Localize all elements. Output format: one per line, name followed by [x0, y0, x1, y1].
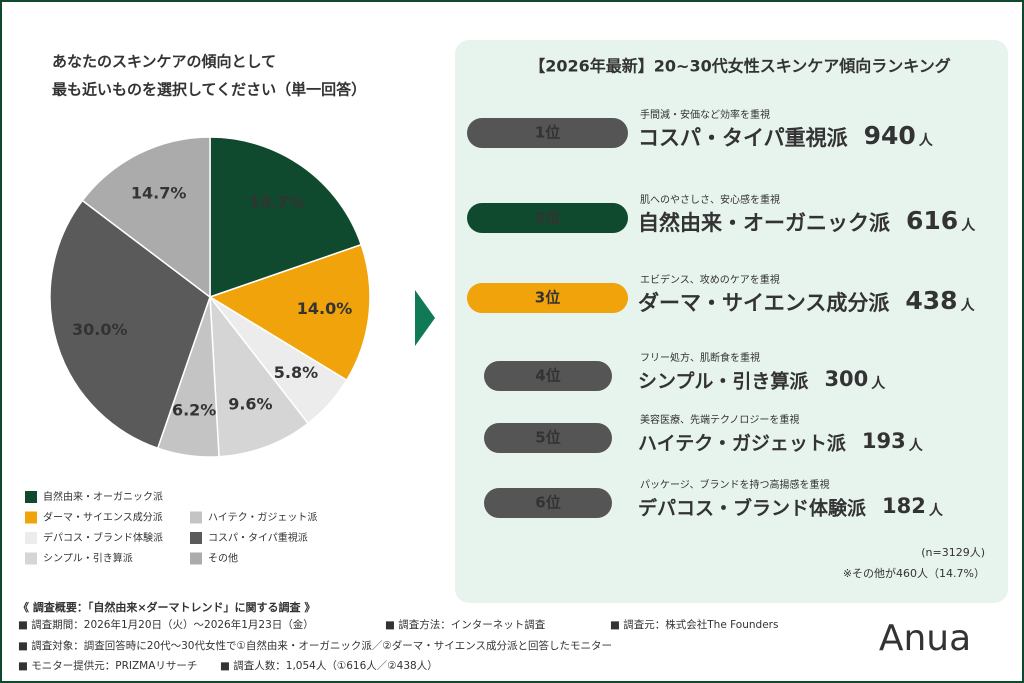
slice-label: 30.0% [72, 320, 128, 339]
legend-swatch [25, 552, 37, 565]
chart-title: あなたのスキンケアの傾向として [52, 53, 276, 71]
rank-unit: 人 [871, 375, 886, 392]
ranking-title: 【2026年最新】20~30代女性スキンケア傾向ランキング [529, 57, 951, 76]
legend-swatch [190, 552, 202, 565]
rank-label: 5位 [535, 429, 560, 447]
footer-line: ■ 調査期間：2026年1月20日（火）～2026年1月23日（金） [18, 618, 314, 631]
legend-label: シンプル・引き算派 [43, 552, 133, 565]
rank-label: 4位 [535, 367, 560, 385]
rank-count: 940 [864, 121, 916, 150]
slice-label: 6.2% [172, 401, 216, 420]
pie-slice [209, 294, 310, 458]
legend-swatch [25, 511, 37, 524]
rank-name: シンプル・引き算派 [638, 370, 809, 393]
rank-count: 182 [882, 494, 926, 518]
legend-label: その他 [208, 552, 238, 565]
legend-swatch [190, 511, 202, 524]
legend-swatch [25, 491, 37, 503]
rank-count: 616 [906, 206, 958, 235]
ranking-panel [455, 40, 1008, 603]
rank-name: 自然由来・オーガニック派 [638, 211, 891, 235]
rank-count: 193 [862, 429, 906, 453]
legend-label: 自然由来・オーガニック派 [43, 490, 163, 503]
rank-name: コスパ・タイパ重視派 [638, 126, 849, 150]
rank-name: ハイテク・ガジェット派 [638, 433, 847, 455]
footer-line: ■ 調査対象：調査回答時に20代～30代女性で①自然由来・オーガニック派／②ダー… [18, 639, 612, 652]
legend-label: デパコス・ブランド体験派 [43, 531, 163, 544]
legend-label: ダーマ・サイエンス成分派 [43, 511, 163, 524]
chart-title: 最も近いものを選択してください（単一回答） [52, 81, 366, 99]
rank-pill [467, 203, 628, 233]
footer-line: ■ モニター提供元：PRIZMAリサーチ [18, 659, 197, 672]
footer-heading: 《 調査概要：「自然由来×ダーマトレンド」に関する調査 》 [18, 600, 315, 614]
rank-pill [467, 118, 628, 148]
rank-pill [484, 488, 612, 518]
rank-unit: 人 [961, 217, 976, 234]
rank-caption: 美容医療、先端テクノロジーを重視 [640, 413, 799, 426]
rank-caption: フリー処方、肌断食を重視 [640, 351, 760, 364]
rank-count: 438 [905, 286, 957, 315]
footer-line: ■ 調査元：株式会社The Founders [610, 618, 778, 631]
rank-caption: パッケージ、ブランドを持つ高揚感を重視 [640, 478, 830, 491]
note: ※その他が460人（14.7%） [843, 566, 985, 580]
legend-label: ハイテク・ガジェット派 [208, 512, 317, 524]
rank-label: 1位 [535, 124, 560, 142]
slice-label: 5.8% [274, 363, 318, 382]
rank-pill [484, 423, 612, 453]
slice-label: 14.7% [131, 183, 187, 202]
rank-name: ダーマ・サイエンス成分派 [638, 291, 890, 315]
legend-swatch [25, 532, 37, 544]
rank-caption: 手間減・安価など効率を重視 [640, 108, 770, 121]
footer-line: ■ 調査方法：インターネット調査 [385, 618, 546, 631]
logo: Anua [879, 618, 971, 659]
pie-slice [49, 199, 211, 450]
rank-unit: 人 [929, 502, 944, 519]
footer-line: ■ 調査人数：1,054人（①616人／②438人） [220, 659, 438, 672]
rank-caption: 肌へのやさしさ、安心感を重視 [640, 193, 780, 206]
rank-unit: 人 [919, 132, 934, 149]
slice-label: 14.0% [297, 299, 353, 318]
note: (n=3129人) [921, 546, 985, 559]
rank-unit: 人 [909, 437, 924, 454]
legend-label: コスパ・タイパ重視派 [208, 531, 308, 544]
rank-pill [467, 283, 628, 313]
rank-label: 2位 [535, 209, 560, 227]
rank-name: デパコス・ブランド体験派 [638, 497, 867, 520]
rank-label: 6位 [535, 494, 560, 512]
rank-unit: 人 [961, 297, 976, 314]
rank-count: 300 [824, 367, 868, 391]
rank-pill [484, 361, 612, 391]
pie-slice [81, 136, 211, 299]
slice-label: 19.7% [249, 193, 305, 212]
slice-label: 9.6% [228, 394, 272, 413]
legend-swatch [190, 532, 202, 544]
pie-slice [208, 243, 371, 382]
rank-caption: エビデンス、攻めのケアを重視 [640, 273, 780, 286]
arrow [415, 290, 435, 346]
rank-label: 3位 [535, 289, 560, 307]
